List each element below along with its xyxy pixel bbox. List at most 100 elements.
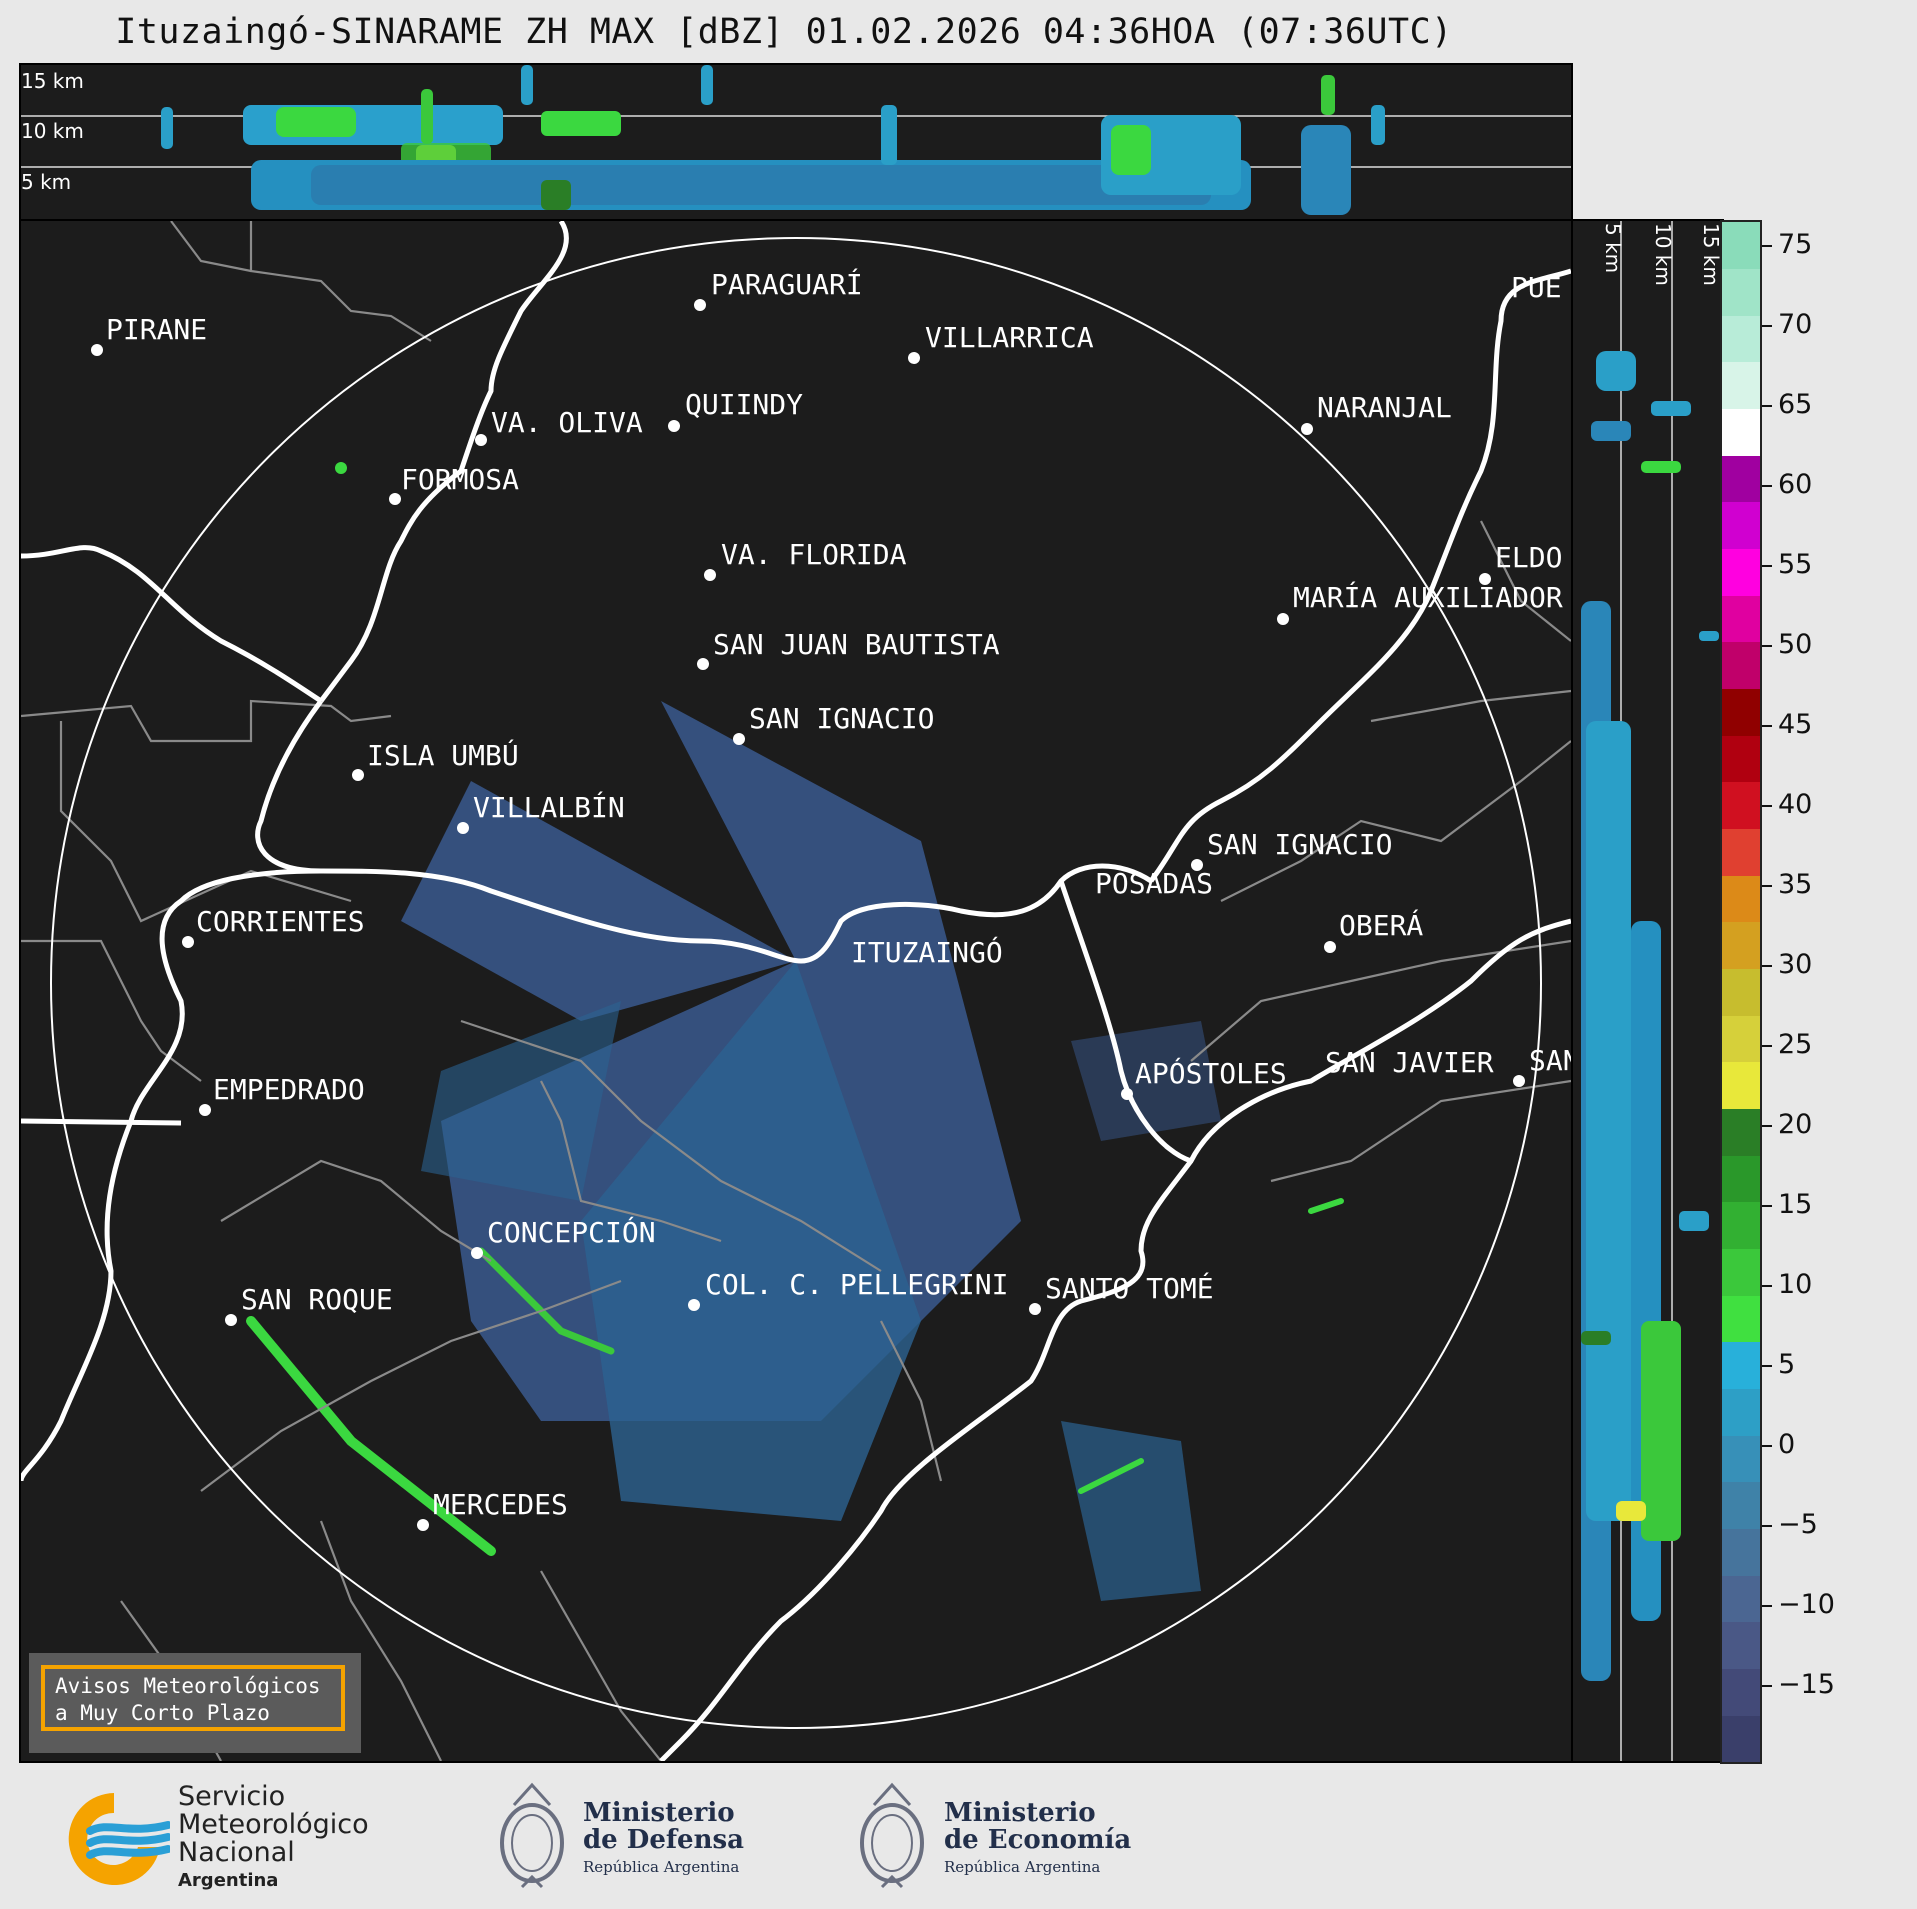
city-dot — [1029, 1303, 1041, 1315]
smn-line-1: Servicio — [178, 1781, 286, 1812]
smn-logo-icon — [68, 1793, 170, 1885]
colorbar-tick-label: −5 — [1762, 1509, 1818, 1540]
colorbar-segment — [1722, 875, 1760, 923]
city-label: SAN IGNACIO — [1207, 828, 1393, 861]
colorbar-segment — [1722, 1295, 1760, 1343]
city-dot — [1324, 941, 1336, 953]
city-dot — [475, 434, 487, 446]
colorbar-segment — [1722, 642, 1760, 690]
colorbar-segment — [1722, 315, 1760, 363]
colorbar-segment — [1722, 1155, 1760, 1203]
colorbar-segment — [1722, 1622, 1760, 1670]
city-dot — [733, 733, 745, 745]
colorbar-segment — [1722, 268, 1760, 316]
warning-notice-box: Avisos Meteorológicos a Muy Corto Plazo — [29, 1653, 361, 1753]
colorbar-tick-label: 30 — [1762, 949, 1812, 980]
city-label: APÓSTOLES — [1135, 1057, 1287, 1090]
map-title: Ituzaingó-SINARAME ZH MAX [dBZ] 01.02.20… — [115, 12, 1453, 52]
colorbar-tick-label: 25 — [1762, 1029, 1812, 1060]
colorbar-segment — [1722, 1015, 1760, 1063]
economia-line-1: Ministerio — [944, 1798, 1096, 1828]
colorbar-segment — [1722, 1575, 1760, 1623]
city-label: MERCEDES — [433, 1488, 568, 1521]
city-label: PARAGUARÍ — [711, 268, 863, 301]
city-dot — [694, 299, 706, 311]
city-label: CONCEPCIÓN — [487, 1216, 656, 1249]
economia-line-2: de Economía — [944, 1825, 1132, 1855]
city-label: COL. C. PELLEGRINI — [705, 1268, 1009, 1301]
colorbar-tick-label: 35 — [1762, 869, 1812, 900]
economia-line-3: República Argentina — [944, 1858, 1101, 1876]
colorbar-segment — [1722, 782, 1760, 830]
colorbar-segment — [1722, 222, 1760, 270]
city-label: PIRANE — [106, 313, 208, 346]
top-height-label-10km: 10 km — [21, 119, 84, 143]
colorbar-tick-label: 65 — [1762, 389, 1812, 420]
colorbar-tick-label: 40 — [1762, 789, 1812, 820]
colorbar-segment — [1722, 1248, 1760, 1296]
city-label: CORRIENTES — [196, 905, 365, 938]
smn-logo-text: Servicio Meteorológico Nacional Argentin… — [178, 1783, 369, 1895]
colorbar-tick-label: 50 — [1762, 629, 1812, 660]
notice-line-2: a Muy Corto Plazo — [55, 1701, 270, 1725]
colorbar-tick-label: 60 — [1762, 469, 1812, 500]
colorbar-segment — [1722, 1108, 1760, 1156]
colorbar-tick-label: 45 — [1762, 709, 1812, 740]
city-label: QUIINDY — [685, 388, 804, 421]
colorbar-segment — [1722, 502, 1760, 550]
city-label: VA. FLORIDA — [721, 538, 907, 571]
colorbar-segment — [1722, 735, 1760, 783]
side-height-label-10km: 10 km — [1651, 223, 1675, 286]
city-label: EMPEDRADO — [213, 1073, 365, 1106]
city-label: FORMOSA — [401, 463, 520, 496]
colorbar-segment — [1722, 1388, 1760, 1436]
defensa-line-1: Ministerio — [583, 1798, 735, 1828]
city-label: SAN JUAN BAUTISTA — [713, 628, 1000, 661]
colorbar — [1720, 220, 1762, 1764]
city-dot — [697, 658, 709, 670]
city-dot — [688, 1299, 700, 1311]
defensa-line-2: de Defensa — [583, 1825, 744, 1855]
city-dot — [471, 1247, 483, 1259]
radar-map: PIRANE PARAGUARÍ VILLARRICA VA. OLIVA QU… — [19, 219, 1573, 1763]
green-echo-lines — [246, 462, 1344, 1556]
colorbar-segment — [1722, 1202, 1760, 1250]
city-dot — [182, 936, 194, 948]
city-dot — [1277, 613, 1289, 625]
city-dot — [225, 1314, 237, 1326]
colorbar-tick-label: 0 — [1762, 1429, 1795, 1460]
province-boundaries — [21, 221, 1571, 1761]
colorbar-segment — [1722, 1062, 1760, 1110]
top-height-label-15km: 15 km — [21, 69, 84, 93]
city-label: ISLA UMBÚ — [367, 739, 519, 772]
city-dot — [668, 420, 680, 432]
smn-line-2: Meteorológico — [178, 1809, 369, 1840]
city-label: PUE — [1511, 271, 1562, 304]
city-label: POSADAS — [1095, 867, 1214, 900]
colorbar-segment — [1722, 922, 1760, 970]
top-cross-section-echoes — [21, 65, 1571, 215]
colorbar-segment — [1722, 1715, 1760, 1763]
city-label: ELDO — [1495, 541, 1563, 574]
colorbar-segment — [1722, 1482, 1760, 1530]
city-dot — [1121, 1088, 1133, 1100]
city-dot — [1513, 1075, 1525, 1087]
city-dot — [389, 493, 401, 505]
colorbar-segment — [1722, 1668, 1760, 1716]
colorbar-tick-label: 20 — [1762, 1109, 1812, 1140]
colorbar-segment — [1722, 688, 1760, 736]
city-dot — [457, 822, 469, 834]
colorbar-segment — [1722, 1528, 1760, 1576]
city-label: ITUZAINGÓ — [851, 936, 1003, 969]
city-label: SANTO TOMÉ — [1045, 1272, 1214, 1305]
city-dot — [91, 344, 103, 356]
city-dot — [1479, 573, 1491, 585]
city-label: SAN JAVIER — [1325, 1046, 1494, 1079]
city-label: OBERÁ — [1339, 909, 1424, 942]
country-boundaries — [21, 221, 1571, 1761]
colorbar-segment — [1722, 455, 1760, 503]
city-dot — [1301, 423, 1313, 435]
radar-map-graphics — [21, 221, 1571, 1761]
colorbar-tick-label: 15 — [1762, 1189, 1812, 1220]
colorbar-tick-label: 10 — [1762, 1269, 1812, 1300]
